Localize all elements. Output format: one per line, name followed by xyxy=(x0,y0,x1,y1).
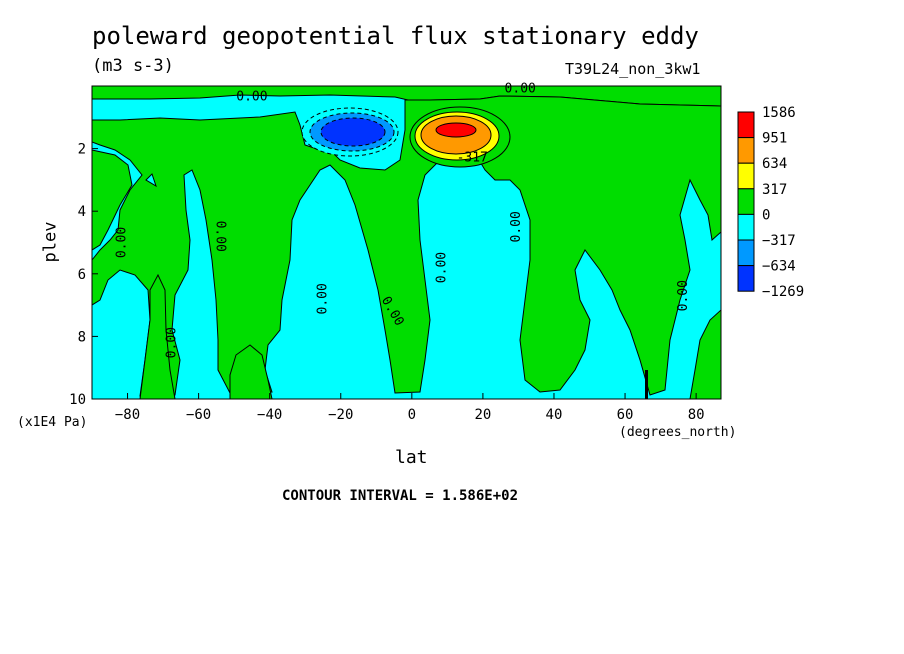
colorbar: 1586 951 634 317 0 −317 −634 −1269 xyxy=(737,105,804,300)
contour-label: 0.00 xyxy=(676,280,691,311)
contour-labels: 0.00 0.00 -317 0.00 0.00 0.00 0.00 0.00 0.00 0.00… xyxy=(115,82,691,359)
plot-frame xyxy=(91,85,722,400)
x-tick-label: 20 xyxy=(474,407,491,423)
colorbar-swatch xyxy=(737,137,755,164)
field-pos-1586 xyxy=(435,122,477,138)
colorbar-label: 317 xyxy=(762,182,787,198)
colorbar-label: −634 xyxy=(762,259,796,275)
contour-interval: CONTOUR INTERVAL = 1.586E+02 xyxy=(282,488,519,504)
chart-units: (m3 s-3) xyxy=(92,56,174,76)
y-axis-unit: (x1E4 Pa) xyxy=(17,415,88,430)
x-axis-label: lat xyxy=(395,447,428,468)
y-tick-label: 10 xyxy=(69,392,86,408)
field-positive-bottom-center xyxy=(229,344,273,399)
colorbar-label: 951 xyxy=(762,131,787,147)
contour-label: 0.00 xyxy=(315,283,330,314)
x-tick-label: 40 xyxy=(546,407,563,423)
x-axis-unit: (degrees_north) xyxy=(619,425,737,440)
contour-label: 0.00 xyxy=(509,211,524,242)
colorbar-label: −317 xyxy=(762,233,796,249)
colorbar-swatch xyxy=(737,213,755,241)
filled-contours xyxy=(92,86,721,399)
colorbar-swatch xyxy=(737,265,755,292)
experiment-label: T39L24_non_3kw1 xyxy=(565,60,701,78)
x-tick-label: −60 xyxy=(186,407,211,423)
contour-label: 0.00 xyxy=(236,89,267,104)
contour-label: 0.00 xyxy=(435,252,450,283)
x-tick-label: 80 xyxy=(688,407,705,423)
field-positive-bottom-left xyxy=(139,273,176,399)
contour-label: 0.00 xyxy=(164,327,179,358)
x-tick-label: −40 xyxy=(257,407,282,423)
x-tick-label: 0 xyxy=(408,407,416,423)
field-neg-1269 xyxy=(320,117,386,147)
colorbar-swatch xyxy=(737,111,755,139)
contour-label: -317 xyxy=(457,150,488,165)
x-tick-label: 60 xyxy=(617,407,634,423)
x-tick-label: −20 xyxy=(328,407,353,423)
field-detail-north xyxy=(645,370,648,399)
chart-title: poleward geopotential flux stationary ed… xyxy=(92,22,699,50)
y-tick-label: 8 xyxy=(78,329,86,345)
y-tick-label: 4 xyxy=(78,204,86,220)
colorbar-label: −1269 xyxy=(762,284,804,300)
contour-label: 0.00 xyxy=(505,82,536,97)
field-positive-southwest xyxy=(92,149,133,251)
colorbar-label: 0 xyxy=(762,207,770,223)
field-positive-bottom-right xyxy=(689,309,721,399)
axes: −80 −60 −40 −20 0 20 40 60 80 2 4 6 8 10 xyxy=(69,142,704,423)
field-detail-south xyxy=(145,173,157,188)
colorbar-label: 634 xyxy=(762,156,787,172)
y-tick-label: 2 xyxy=(78,142,86,158)
contour-label: 0.00 xyxy=(115,227,130,258)
contour-label: 0.00 xyxy=(212,221,227,252)
field-positive-center xyxy=(92,95,721,397)
colorbar-swatch xyxy=(737,239,755,267)
y-tick-label: 6 xyxy=(78,267,86,283)
colorbar-label: 1586 xyxy=(762,105,796,121)
colorbar-swatch xyxy=(737,162,755,190)
colorbar-swatch xyxy=(737,188,755,215)
x-tick-label: −80 xyxy=(115,407,140,423)
